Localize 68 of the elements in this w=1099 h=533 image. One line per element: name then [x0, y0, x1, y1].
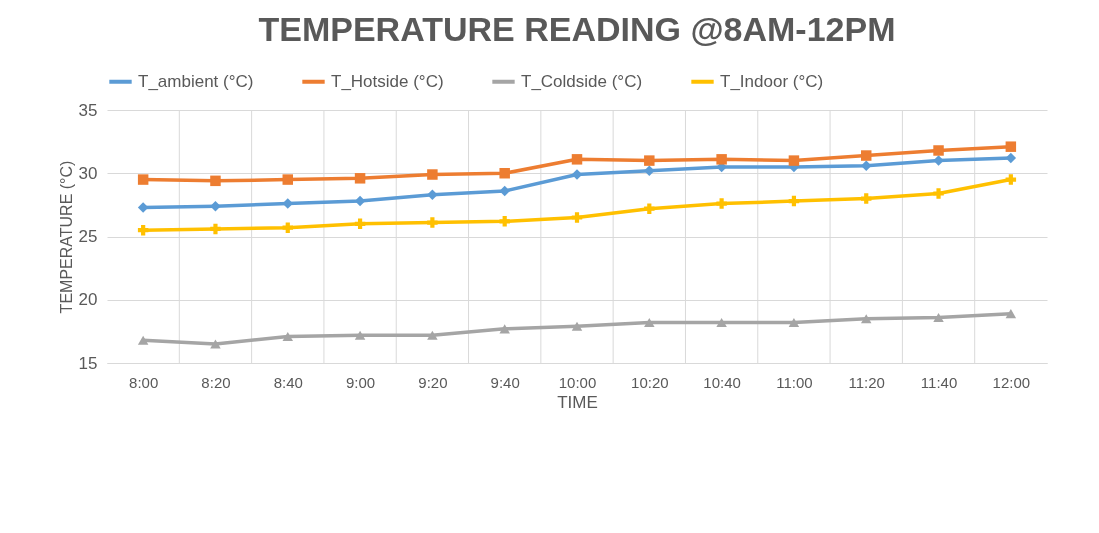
legend-label: T_Indoor (°C) — [720, 71, 824, 91]
x-axis-title: TIME — [557, 392, 598, 412]
chart-title: TEMPERATURE READING @8AM-12PM — [258, 10, 896, 48]
x-tick-label: 11:40 — [920, 373, 958, 391]
x-tick-label: 10:40 — [703, 373, 741, 391]
legend-label: T_ambient (°C) — [138, 71, 254, 91]
point — [1005, 141, 1017, 152]
x-tick-label: 8:40 — [273, 373, 303, 391]
point — [716, 154, 727, 165]
y-tick-label: 20 — [78, 290, 98, 310]
point — [499, 168, 510, 179]
point — [499, 185, 510, 197]
point — [427, 169, 438, 180]
point — [354, 330, 366, 340]
point — [1005, 174, 1017, 185]
point — [210, 175, 221, 187]
y-tick-label: 25 — [78, 227, 98, 246]
point — [210, 339, 221, 349]
point — [933, 145, 944, 156]
point — [137, 174, 149, 185]
point — [137, 335, 149, 345]
point — [210, 200, 221, 212]
x-tick-label: 10:20 — [631, 373, 669, 391]
point — [860, 314, 872, 324]
legend-label: T_Coldside (°C) — [521, 71, 643, 91]
point — [571, 321, 583, 331]
point — [499, 324, 510, 334]
point — [571, 154, 583, 165]
point — [716, 198, 727, 209]
legend-label: T_Hotside (°C) — [331, 71, 444, 91]
point — [499, 216, 510, 227]
point — [427, 217, 438, 228]
point — [282, 174, 294, 185]
y-tick-label: 35 — [78, 100, 98, 120]
x-tick-label: 12:00 — [992, 373, 1031, 391]
point — [933, 188, 944, 199]
point — [788, 317, 800, 328]
point — [933, 312, 944, 322]
point — [571, 212, 583, 223]
x-tick-label: 11:20 — [848, 373, 885, 391]
x-tick-label: 9:40 — [490, 373, 520, 391]
point — [788, 155, 800, 166]
point — [282, 331, 294, 341]
point — [1005, 309, 1017, 319]
point — [644, 317, 655, 328]
point — [427, 330, 438, 340]
point — [644, 165, 655, 176]
point — [137, 224, 149, 236]
x-tick-label: 9:20 — [418, 373, 448, 391]
point — [210, 223, 221, 235]
x-tick-label: 9:00 — [345, 373, 376, 391]
point — [860, 193, 872, 204]
x-tick-label: 11:00 — [776, 373, 813, 391]
y-tick-label: 30 — [78, 163, 98, 183]
point — [788, 195, 800, 207]
point — [354, 173, 366, 184]
y-tick-label: 15 — [78, 353, 98, 373]
point — [427, 189, 438, 200]
x-tick-label: 8:00 — [129, 373, 159, 391]
y-axis-title: TEMPERATURE (°C) — [57, 160, 75, 314]
x-tick-label: 8:20 — [201, 373, 231, 391]
point — [716, 317, 727, 328]
x-tick-label: 10:00 — [558, 373, 597, 391]
point — [354, 218, 366, 230]
point — [282, 222, 294, 233]
point — [644, 203, 655, 214]
point — [860, 150, 872, 161]
point — [644, 155, 655, 166]
